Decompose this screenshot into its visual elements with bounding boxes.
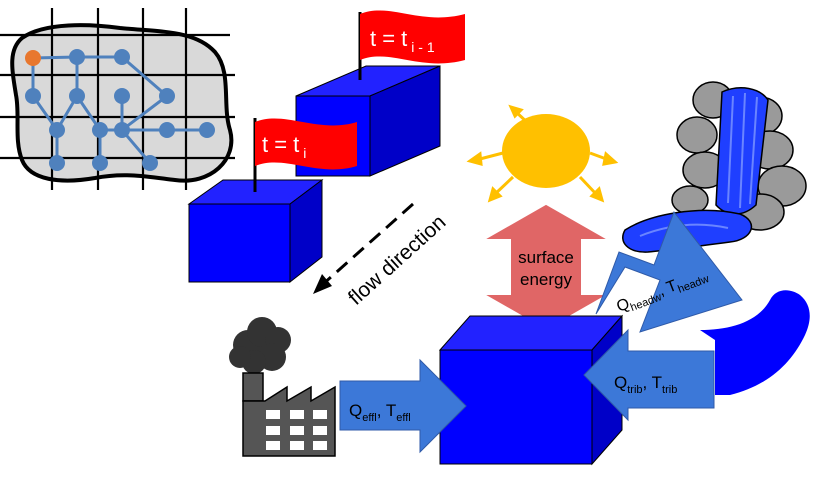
- network-node: [159, 88, 175, 104]
- current-cube: [187, 179, 324, 284]
- network-node: [114, 122, 130, 138]
- sun-icon: [466, 104, 619, 203]
- tributary-stream: [700, 290, 810, 395]
- tributary-inflow-arrow: Qtrib, Ttrib: [583, 328, 715, 422]
- factory-icon: [229, 317, 336, 457]
- network-node: [142, 155, 158, 171]
- network-node: [114, 88, 130, 104]
- factory-windows: [266, 410, 327, 450]
- chimney: [242, 372, 264, 402]
- river-network-map: [0, 8, 235, 190]
- stream-nodes: [25, 49, 215, 171]
- outlet-node: [25, 50, 41, 66]
- network-node: [114, 49, 130, 65]
- flow-direction-arrow: flow direction: [313, 202, 450, 310]
- network-node: [49, 155, 65, 171]
- network-node: [69, 49, 85, 65]
- receiving-cube: [438, 314, 624, 466]
- waterfall-icon: [622, 81, 807, 253]
- network-node: [92, 155, 108, 171]
- effluent-inflow-arrow: Qeffl, Teffl: [339, 358, 467, 454]
- tributary-label: Qtrib, Ttrib: [614, 373, 677, 396]
- surface-energy-label-line2: energy: [520, 270, 572, 289]
- factory-building: [242, 385, 336, 457]
- network-node: [49, 122, 65, 138]
- flow-direction-label: flow direction: [344, 211, 450, 310]
- surface-energy-label-line1: surface: [518, 248, 574, 267]
- surface-energy-arrow: surface energy: [486, 204, 606, 330]
- smoke-cloud: [229, 317, 291, 374]
- network-node: [69, 88, 85, 104]
- network-node: [199, 122, 215, 138]
- network-node: [25, 88, 41, 104]
- network-node: [159, 122, 175, 138]
- network-node: [92, 122, 108, 138]
- effluent-label: Qeffl, Teffl: [349, 401, 411, 424]
